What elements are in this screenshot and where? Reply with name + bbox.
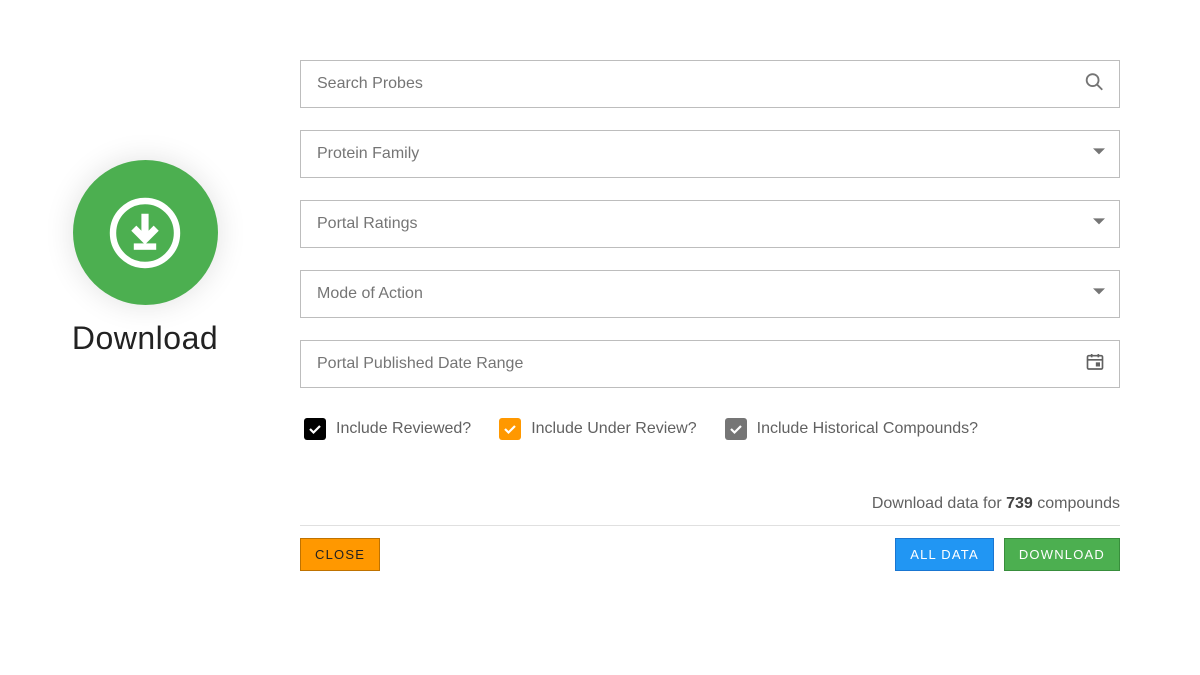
sidebar: Download	[30, 60, 260, 571]
portal-ratings-label: Portal Ratings	[317, 215, 418, 233]
search-input[interactable]: Search Probes	[300, 60, 1120, 108]
checkbox-reviewed[interactable]: Include Reviewed?	[304, 418, 471, 440]
protein-family-select[interactable]: Protein Family	[300, 130, 1120, 178]
check-icon	[307, 421, 323, 437]
chevron-down-icon	[1093, 145, 1105, 163]
date-range-label: Portal Published Date Range	[317, 355, 523, 373]
download-hero-icon	[73, 160, 218, 305]
calendar-icon	[1085, 352, 1105, 377]
form-area: Search Probes Protein Family Portal Rati…	[300, 60, 1120, 571]
mode-of-action-label: Mode of Action	[317, 285, 423, 303]
summary-count: 739	[1006, 495, 1033, 512]
checkbox-historical-label: Include Historical Compounds?	[757, 420, 978, 438]
close-button[interactable]: CLOSE	[300, 538, 380, 571]
portal-ratings-select[interactable]: Portal Ratings	[300, 200, 1120, 248]
download-button[interactable]: DOWNLOAD	[1004, 538, 1120, 571]
checkbox-reviewed-box	[304, 418, 326, 440]
sidebar-title: Download	[72, 320, 218, 357]
chevron-down-icon	[1093, 285, 1105, 303]
summary-prefix: Download data for	[872, 495, 1006, 512]
divider	[300, 525, 1120, 526]
chevron-down-icon	[1093, 215, 1105, 233]
summary-text: Download data for 739 compounds	[300, 495, 1120, 513]
download-icon	[105, 193, 185, 273]
search-icon	[1083, 71, 1105, 98]
date-range-input[interactable]: Portal Published Date Range	[300, 340, 1120, 388]
checkbox-row: Include Reviewed? Include Under Review? …	[300, 418, 1120, 440]
summary-suffix: compounds	[1033, 495, 1120, 512]
protein-family-label: Protein Family	[317, 145, 419, 163]
checkbox-under-review-box	[499, 418, 521, 440]
search-placeholder: Search Probes	[317, 75, 423, 93]
checkbox-under-review[interactable]: Include Under Review?	[499, 418, 696, 440]
button-row: CLOSE ALL DATA DOWNLOAD	[300, 538, 1120, 571]
checkbox-historical[interactable]: Include Historical Compounds?	[725, 418, 978, 440]
download-dialog: Download Search Probes Protein Family Po…	[0, 0, 1200, 591]
checkbox-historical-box	[725, 418, 747, 440]
checkbox-under-review-label: Include Under Review?	[531, 420, 696, 438]
checkbox-reviewed-label: Include Reviewed?	[336, 420, 471, 438]
all-data-button[interactable]: ALL DATA	[895, 538, 994, 571]
button-right-group: ALL DATA DOWNLOAD	[895, 538, 1120, 571]
check-icon	[728, 421, 744, 437]
check-icon	[502, 421, 518, 437]
mode-of-action-select[interactable]: Mode of Action	[300, 270, 1120, 318]
